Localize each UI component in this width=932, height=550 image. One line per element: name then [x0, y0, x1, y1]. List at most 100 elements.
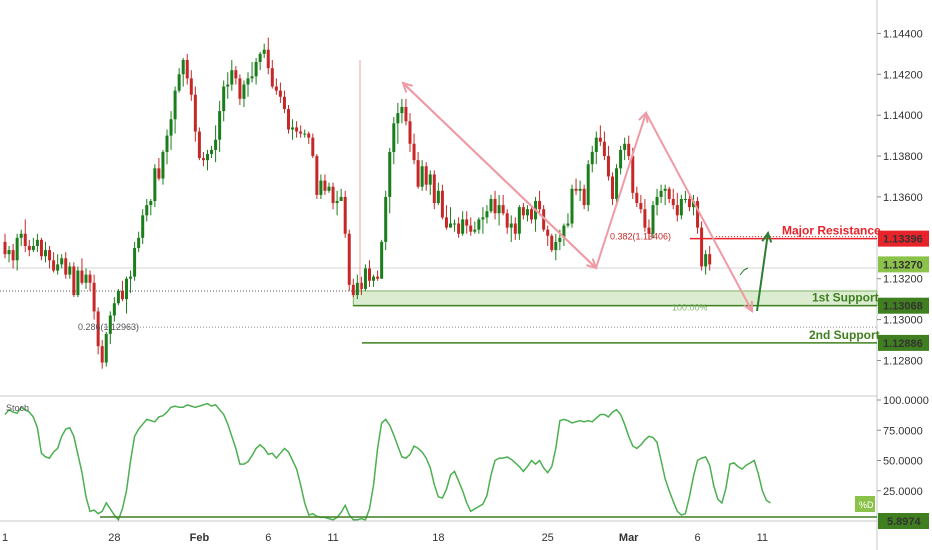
- arrow-bounce: [756, 232, 769, 312]
- price-tick-label: 1.13600: [883, 192, 923, 204]
- candle-body: [282, 96, 286, 110]
- candle-body: [23, 233, 27, 246]
- candle-body: [295, 127, 299, 132]
- major-resistance-text: Major Resistance: [782, 224, 881, 238]
- second-support-price-label-bg: [878, 334, 929, 351]
- time-axis: 1 28 Feb 6 11 18 25 Mar 6 11: [2, 532, 768, 544]
- candle-body: [505, 213, 509, 228]
- candle-body: [359, 282, 363, 289]
- candle-body: [457, 223, 461, 234]
- candle-body: [631, 156, 635, 193]
- candle-body: [404, 106, 408, 122]
- candle-body: [27, 245, 31, 251]
- candle-body: [639, 203, 643, 210]
- candle-body: [351, 284, 355, 296]
- candle-body: [274, 86, 278, 91]
- candle-body: [56, 264, 60, 271]
- candle-body: [363, 268, 367, 289]
- time-tick-label: 6: [265, 532, 271, 544]
- stoch-current-label: 5.8974: [887, 516, 922, 528]
- major-resistance-price-label: 1.13396: [883, 234, 923, 246]
- candle-body: [477, 219, 481, 230]
- candle-body: [287, 109, 290, 130]
- candle-body: [15, 237, 19, 261]
- candle-body: [185, 59, 189, 79]
- candle-body: [7, 250, 11, 255]
- stoch-tick-label: 75.0000: [883, 425, 923, 437]
- candle-body: [465, 219, 469, 226]
- price-tick-label: 1.14400: [883, 28, 923, 40]
- candle-body: [570, 188, 574, 224]
- candle-body: [485, 211, 489, 218]
- candle-body: [550, 235, 554, 251]
- arrow-ab-end: [402, 82, 597, 269]
- candle-body: [165, 135, 169, 152]
- candle-body: [258, 53, 262, 63]
- candle-body: [80, 270, 84, 283]
- arrow-bounce-head: [761, 230, 773, 243]
- candle-body: [339, 196, 343, 202]
- candle-body: [153, 168, 157, 202]
- major-resistance-price-label-bg: [878, 230, 929, 247]
- candle-body: [380, 241, 384, 279]
- candle-body: [655, 196, 659, 206]
- candle-body: [525, 209, 529, 216]
- candle-body: [461, 219, 465, 234]
- price-tick-label: 1.13800: [883, 151, 923, 163]
- candle-body: [161, 151, 165, 179]
- time-tick-label: 25: [542, 532, 554, 544]
- candle-body: [643, 209, 647, 228]
- candle-body: [598, 137, 602, 142]
- candle-body: [440, 190, 444, 218]
- arrow-cd: [645, 112, 753, 312]
- first-support-price-label-bg: [878, 297, 929, 314]
- candle-body: [169, 119, 173, 136]
- arrow-cd-head: [743, 300, 754, 313]
- candle-body: [400, 106, 404, 114]
- candle-body: [84, 274, 88, 283]
- candle-body: [562, 225, 566, 238]
- candle-body: [206, 154, 209, 161]
- candle-body: [704, 254, 708, 267]
- candle-body: [602, 141, 606, 157]
- candle-body: [663, 188, 667, 191]
- candle-body: [436, 190, 440, 204]
- candle-body: [493, 198, 497, 214]
- candle-body: [424, 166, 428, 185]
- candle-body: [64, 258, 68, 275]
- candle-body: [538, 201, 542, 210]
- candle-body: [323, 180, 327, 191]
- candle-body: [647, 227, 651, 234]
- candle-body: [497, 205, 501, 214]
- candle-body: [315, 156, 319, 195]
- candle-body: [696, 201, 700, 228]
- candle-body: [530, 209, 533, 220]
- candle-body: [432, 174, 436, 204]
- candle-body: [197, 131, 201, 159]
- stoch-tick-label: 50.0000: [883, 456, 923, 468]
- candle-body: [453, 223, 457, 225]
- candle-body: [104, 333, 108, 363]
- candle-body: [420, 166, 424, 187]
- candle-body: [39, 239, 43, 257]
- candle-body: [708, 254, 712, 265]
- candle-body: [521, 207, 525, 216]
- candle-body: [501, 205, 505, 214]
- current-price-label-bg: [878, 256, 929, 273]
- candle-body: [396, 113, 400, 124]
- price-tick-label: 1.12800: [883, 355, 923, 367]
- candle-body: [574, 188, 578, 191]
- price-tick-label: 1.13000: [883, 315, 923, 327]
- candle-body: [428, 174, 432, 185]
- candle-body: [210, 149, 214, 155]
- candle-body: [687, 198, 691, 208]
- candle-body: [230, 70, 234, 85]
- candle-body: [11, 250, 15, 261]
- candle-body: [619, 149, 623, 169]
- candle-body: [149, 201, 153, 206]
- candle-body: [606, 156, 610, 177]
- fib-0286-label: 0.286(1.12963): [78, 322, 139, 332]
- candle-body: [250, 76, 254, 79]
- candle-body: [578, 188, 582, 191]
